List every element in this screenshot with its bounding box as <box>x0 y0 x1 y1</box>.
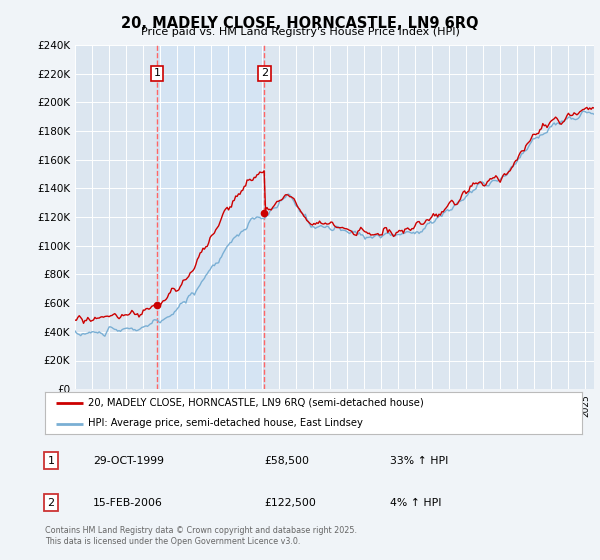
Text: 15-FEB-2006: 15-FEB-2006 <box>93 498 163 507</box>
Text: 29-OCT-1999: 29-OCT-1999 <box>93 456 164 465</box>
Text: 4% ↑ HPI: 4% ↑ HPI <box>390 498 442 507</box>
Bar <box>157 45 264 389</box>
Text: 20, MADELY CLOSE, HORNCASTLE, LN9 6RQ: 20, MADELY CLOSE, HORNCASTLE, LN9 6RQ <box>121 16 479 31</box>
Text: Price paid vs. HM Land Registry's House Price Index (HPI): Price paid vs. HM Land Registry's House … <box>140 27 460 37</box>
Text: £58,500: £58,500 <box>264 456 309 465</box>
Text: 2: 2 <box>47 498 55 507</box>
Text: £122,500: £122,500 <box>264 498 316 507</box>
Text: Contains HM Land Registry data © Crown copyright and database right 2025.
This d: Contains HM Land Registry data © Crown c… <box>45 526 357 546</box>
Text: 2: 2 <box>260 68 268 78</box>
Text: 1: 1 <box>47 456 55 465</box>
Text: 33% ↑ HPI: 33% ↑ HPI <box>390 456 448 465</box>
Text: HPI: Average price, semi-detached house, East Lindsey: HPI: Average price, semi-detached house,… <box>88 418 363 428</box>
Text: 1: 1 <box>154 68 161 78</box>
Text: 20, MADELY CLOSE, HORNCASTLE, LN9 6RQ (semi-detached house): 20, MADELY CLOSE, HORNCASTLE, LN9 6RQ (s… <box>88 398 424 408</box>
